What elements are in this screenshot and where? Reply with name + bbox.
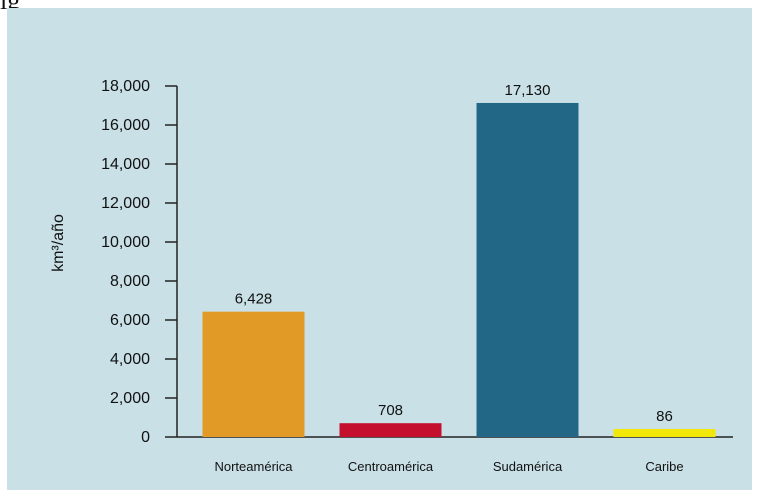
y-tick-label: 16,000 (101, 117, 150, 134)
y-axis-label: km³/año (50, 214, 67, 272)
y-tick-label: 6,000 (110, 312, 150, 329)
y-tick-label: 12,000 (101, 195, 150, 212)
bar-caribe (613, 429, 716, 437)
bar-norteamérica (202, 311, 305, 437)
category-label: Centroamérica (348, 459, 434, 474)
category-labels: Norteamérica Centroamérica Sudamérica Carib… (214, 459, 683, 474)
category-label: Caribe (645, 459, 683, 474)
data-label: 6,428 (235, 291, 273, 308)
y-tick-label: 2,000 (110, 390, 150, 407)
data-labels: 6,428 708 17,130 86 (235, 82, 673, 425)
bars (202, 102, 716, 437)
data-label: 86 (656, 408, 673, 425)
bar-centroamérica (339, 423, 442, 437)
y-tick-label: 18,000 (101, 78, 150, 95)
data-label: 17,130 (505, 82, 551, 99)
chart-panel (7, 8, 752, 490)
y-ticks: 0 2,000 4,000 6,000 8,000 10,000 12,000 14,000 1… (101, 78, 177, 446)
bar-sudamérica (476, 102, 579, 437)
y-tick-label: 8,000 (110, 273, 150, 290)
y-tick-label: 0 (141, 429, 150, 446)
data-label: 708 (378, 402, 403, 419)
y-tick-label: 14,000 (101, 156, 150, 173)
y-tick-label: 10,000 (101, 234, 150, 251)
category-label: Sudamérica (493, 459, 563, 474)
y-tick-label: 4,000 (110, 351, 150, 368)
category-label: Norteamérica (214, 459, 293, 474)
